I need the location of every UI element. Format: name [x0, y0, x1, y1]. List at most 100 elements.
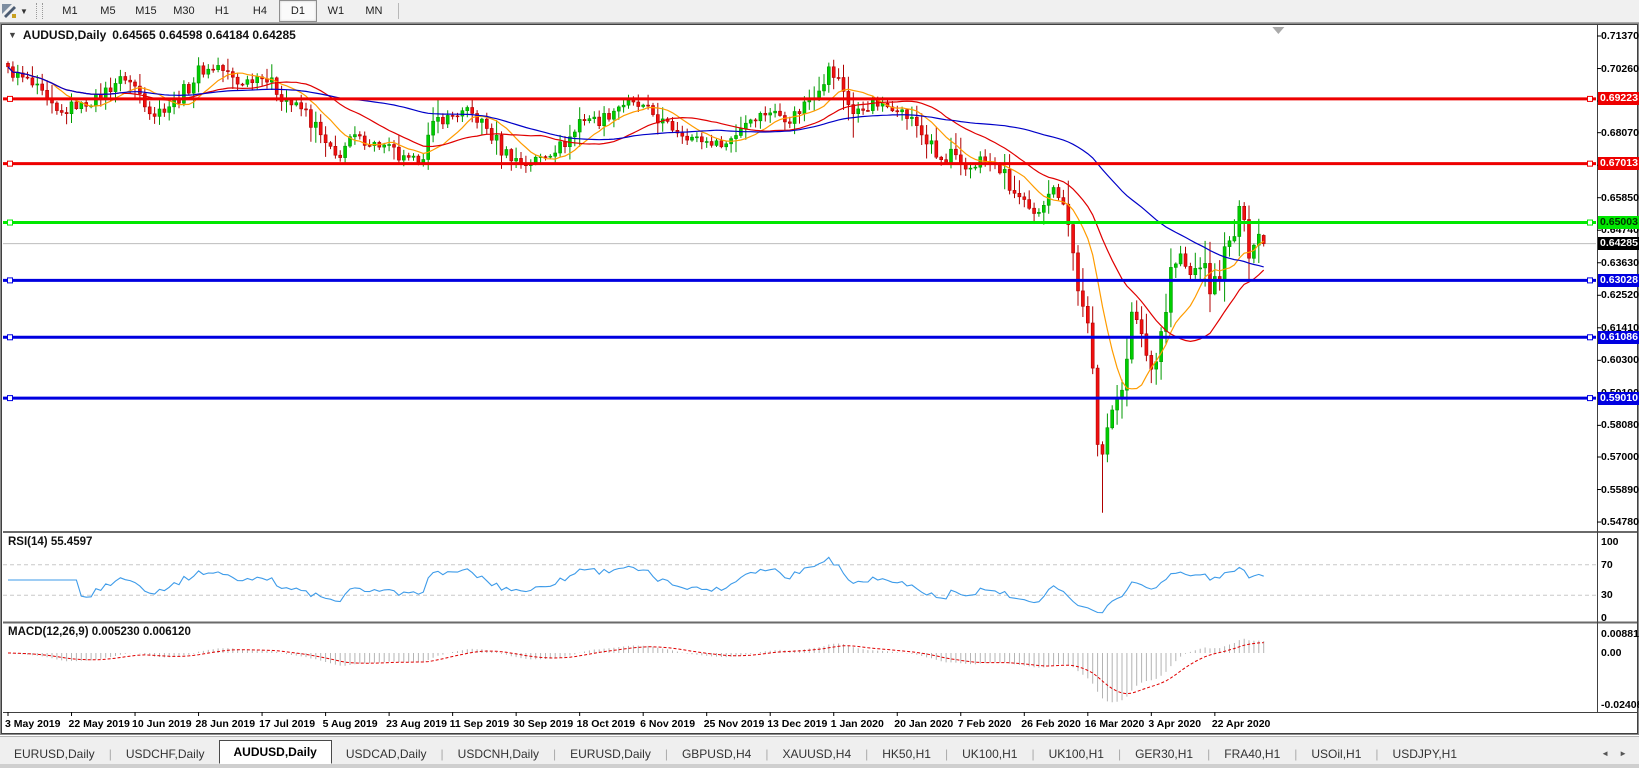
date-axis-label: 6 Nov 2019 — [640, 718, 696, 730]
chart-tab-usdjpy-h1[interactable]: USDJPY,H1 — [1392, 747, 1458, 761]
chart-tab-uk100-h1[interactable]: UK100,H1 — [962, 747, 1018, 761]
candle — [690, 136, 694, 141]
tab-scroll-left-icon[interactable]: ◄ — [1601, 748, 1610, 758]
collapse-chart-icon[interactable]: ▼ — [8, 30, 17, 40]
date-axis-label: 22 May 2019 — [68, 718, 130, 730]
toolbar-grip-handle[interactable] — [35, 3, 43, 19]
timeframe-button-m30[interactable]: M30 — [173, 5, 195, 17]
candle — [484, 118, 489, 129]
line-handle[interactable] — [1587, 277, 1593, 284]
candle — [1061, 197, 1066, 205]
candle — [133, 81, 137, 87]
tab-scroll-right-icon[interactable]: ► — [1619, 748, 1627, 758]
date-axis-label: 5 Aug 2019 — [322, 718, 378, 730]
candle — [206, 68, 211, 75]
candle — [641, 104, 646, 107]
candle — [108, 87, 113, 93]
rsi-axis-label: 70 — [1601, 558, 1613, 571]
candle — [333, 146, 338, 156]
chart-tab-uk100-h1[interactable]: UK100,H1 — [1048, 747, 1104, 761]
candle — [753, 119, 758, 122]
chart-tab-ger30-h1[interactable]: GER30,H1 — [1135, 747, 1194, 761]
rsi-axis-label: 0 — [1601, 612, 1607, 624]
timeframe-button-h4[interactable]: H4 — [252, 5, 267, 17]
candle — [1115, 398, 1119, 411]
candle — [1183, 253, 1188, 267]
chart-tab-fra40-h1[interactable]: FRA40,H1 — [1224, 747, 1281, 761]
timeframe-button-m5[interactable]: M5 — [100, 5, 116, 17]
candle — [152, 113, 157, 117]
candle — [289, 100, 294, 106]
line-handle[interactable] — [1587, 160, 1593, 167]
chart-tab-usdcad-daily[interactable]: USDCAD,Daily — [345, 747, 427, 761]
candle — [553, 152, 558, 157]
date-axis-label: 28 Jun 2019 — [195, 718, 256, 730]
chart-shift-marker-icon[interactable] — [1272, 27, 1285, 34]
price-axis-label: 0.57000 — [1601, 450, 1639, 463]
chart-tool-icon[interactable] — [1, 3, 19, 19]
chart-symbol-title: AUDUSD,Daily — [22, 28, 107, 42]
candle — [861, 108, 865, 111]
date-axis-label: 7 Feb 2020 — [957, 718, 1012, 730]
chart-tab-audusd-daily[interactable]: AUDUSD,Daily — [218, 740, 332, 764]
candle — [836, 77, 841, 79]
line-handle[interactable] — [1587, 334, 1593, 341]
timeframe-button-m1[interactable]: M1 — [62, 5, 78, 17]
chart-tab-eurusd-daily[interactable]: EURUSD,Daily — [14, 747, 95, 761]
timeframe-button-d1[interactable]: D1 — [278, 0, 317, 22]
candle — [978, 156, 983, 168]
timeframe-button-h1[interactable]: H1 — [214, 5, 229, 17]
tab-separator: | — [865, 747, 869, 761]
candle — [787, 121, 792, 124]
line-handle[interactable] — [7, 219, 13, 226]
chart-tab-gbpusd-h4[interactable]: GBPUSD,H4 — [681, 747, 752, 761]
candle — [299, 102, 304, 110]
rsi-indicator-label: RSI(14) 55.4597 — [8, 536, 93, 548]
candle — [905, 109, 909, 119]
candle — [147, 106, 152, 115]
candle — [929, 140, 934, 145]
candle — [367, 145, 372, 147]
candle — [1198, 267, 1202, 270]
candle — [328, 142, 333, 147]
candle — [714, 140, 719, 146]
chart-tab-usoil-h1[interactable]: USOil,H1 — [1311, 747, 1362, 761]
price-level-tag: 0.61086 — [1598, 330, 1639, 344]
candle — [1232, 236, 1237, 242]
line-handle[interactable] — [1587, 395, 1593, 402]
line-handle[interactable] — [7, 95, 13, 102]
line-handle[interactable] — [1587, 219, 1593, 226]
timeframe-button-mn[interactable]: MN — [365, 5, 383, 17]
candle — [348, 136, 352, 147]
line-handle[interactable] — [7, 395, 13, 402]
candle — [157, 108, 162, 117]
line-handle[interactable] — [1587, 95, 1593, 102]
macd-indicator-label: MACD(12,26,9) 0.005230 0.006120 — [8, 626, 191, 638]
line-handle[interactable] — [7, 334, 13, 341]
line-handle[interactable] — [7, 160, 13, 167]
tab-separator: | — [1031, 747, 1035, 761]
candle — [616, 106, 621, 112]
candlestick-chart-canvas[interactable] — [0, 0, 1639, 736]
candle — [870, 99, 875, 111]
chart-tab-eurusd-daily[interactable]: EURUSD,Daily — [570, 747, 651, 761]
chart-tab-usdcnh-daily[interactable]: USDCNH,Daily — [457, 747, 540, 761]
candle — [914, 116, 919, 126]
candle — [895, 110, 900, 113]
candle — [431, 120, 435, 136]
candle — [602, 113, 606, 127]
candle — [621, 104, 626, 108]
date-axis-label: 20 Jan 2020 — [894, 718, 954, 730]
candle — [734, 135, 738, 139]
chart-tab-usdchf-daily[interactable]: USDCHF,Daily — [125, 747, 205, 761]
chart-tab-hk50-h1[interactable]: HK50,H1 — [882, 747, 931, 761]
timeframe-button-m15[interactable]: M15 — [135, 5, 157, 17]
line-handle[interactable] — [7, 277, 13, 284]
candle — [494, 134, 499, 141]
tab-separator: | — [765, 747, 769, 761]
chart-tool-dropdown-icon[interactable]: ▼ — [20, 6, 28, 16]
chart-tab-xauusd-h4[interactable]: XAUUSD,H4 — [782, 747, 852, 761]
candle — [558, 141, 562, 154]
timeframe-button-w1[interactable]: W1 — [327, 5, 345, 17]
candle — [25, 76, 30, 79]
